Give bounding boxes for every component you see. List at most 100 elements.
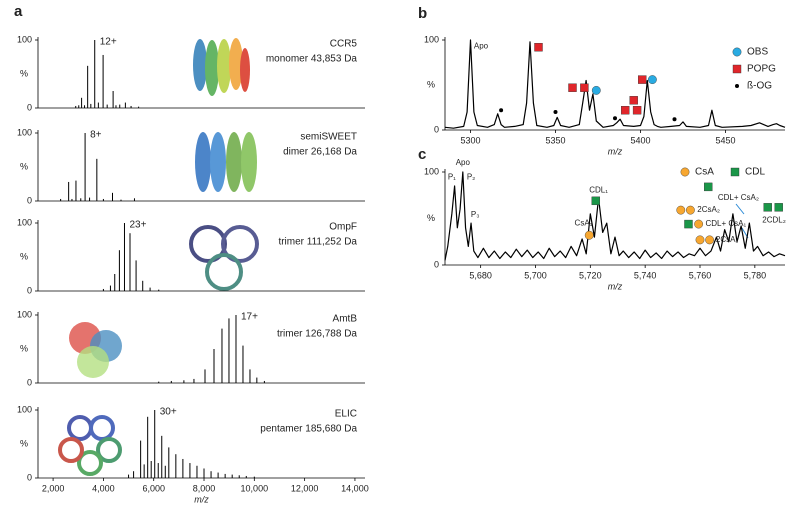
y-tick-label: 0 [27,102,32,112]
peak-label: 12+ [100,37,117,48]
marker [672,117,677,122]
y-tick-label: 0 [434,259,439,269]
spectrum-line [444,171,786,261]
y-tick-label: 100 [424,34,439,44]
x-tick-label: 5350 [545,135,565,145]
x-tick-label: 8,000 [193,483,216,493]
annotation: 2CsA₂ [697,205,720,214]
helix [241,132,257,192]
helix [210,132,226,192]
y-tick-label: 0 [434,124,439,134]
barrel [221,225,259,263]
subunit [58,437,84,463]
marker [638,75,647,84]
marker [591,196,601,206]
legend-marker [680,167,690,177]
marker [684,219,693,229]
chart-subtitle: trimer 126,788 Da [277,329,357,340]
helix [240,48,250,92]
peak-label: 17+ [241,312,258,323]
y-tick-label: 0 [27,377,32,387]
y-axis-label: % [427,79,435,89]
marker [676,205,686,215]
x-tick-label: 5,680 [469,270,492,280]
legend-marker [732,47,742,57]
marker [629,96,638,105]
marker [534,43,543,52]
y-tick-label: 0 [27,472,32,482]
protein-structure [58,38,259,476]
chart-title: OmpF [329,222,357,233]
x-tick-label: 12,000 [291,483,319,493]
barrel [205,253,243,291]
y-tick-label: 0 [27,285,32,295]
y-axis-label: % [20,68,28,78]
x-tick-label: 5,700 [524,270,547,280]
x-tick-label: 5450 [715,135,735,145]
annotation: CDL₁ [589,186,608,195]
y-tick-label: 100 [17,309,32,319]
legend-label: POPG [747,64,776,75]
subunit [96,437,122,463]
arrow [735,203,745,215]
y-tick-label: 100 [424,166,439,176]
x-tick-label: 2,000 [42,483,65,493]
y-tick-label: 100 [17,217,32,227]
chart-title: ELIC [335,409,357,420]
annotation: CsA₁ [575,218,593,227]
peak-label: 8+ [90,130,102,141]
subunit [77,450,103,476]
x-tick-label: 5400 [630,135,650,145]
marker [580,83,589,92]
marker [621,105,630,115]
marker [591,86,601,95]
y-axis-label: % [20,438,28,448]
panel-label: a [14,3,23,20]
x-tick-label: 5,740 [634,270,657,280]
panel-label: c [418,146,426,163]
marker [553,110,558,114]
x-tick-label: 10,000 [241,483,269,493]
x-tick-label: 4,000 [92,483,115,493]
marker [686,205,695,215]
y-tick-label: 100 [17,34,32,44]
y-axis-label: % [20,161,28,171]
chart-title: CCR5 [330,39,358,50]
peak-label: 23+ [129,220,146,231]
y-axis-label: % [20,251,28,261]
spectrum-line [444,39,786,129]
annotation: P₂ [467,173,475,182]
helix [226,132,242,192]
chart-subtitle: pentamer 185,680 Da [260,424,357,435]
y-tick-label: 100 [17,404,32,414]
x-axis-label: m/z [608,146,623,156]
x-axis-label: m/z [194,494,209,504]
chart-title: semiSWEET [300,132,357,143]
helix [193,39,207,91]
subunit [67,415,93,441]
marker [568,83,577,92]
x-tick-label: 5,720 [579,270,602,280]
legend-label: CsA [695,167,714,178]
marker [584,230,594,240]
annotation: P₃ [471,210,480,219]
annotation: CDL+ CsA₁ [705,219,746,228]
marker [774,203,783,212]
annotation: 2CDL₂ [762,215,786,224]
helix [195,132,211,192]
helix [229,38,243,90]
annotation: 2CsA₁ [716,235,739,244]
panel-label: b [418,5,427,22]
chart-title: AmtB [333,314,358,325]
annotation: Apo [474,41,489,50]
marker [648,75,657,85]
legend-label: CDL [745,167,765,178]
legend-label: OBS [747,47,768,58]
annotation: P₁ [448,173,456,182]
marker [704,182,713,192]
x-tick-label: 5,760 [689,270,712,280]
x-axis-label: m/z [608,281,623,291]
subunit [89,415,115,441]
x-tick-label: 5300 [460,135,480,145]
